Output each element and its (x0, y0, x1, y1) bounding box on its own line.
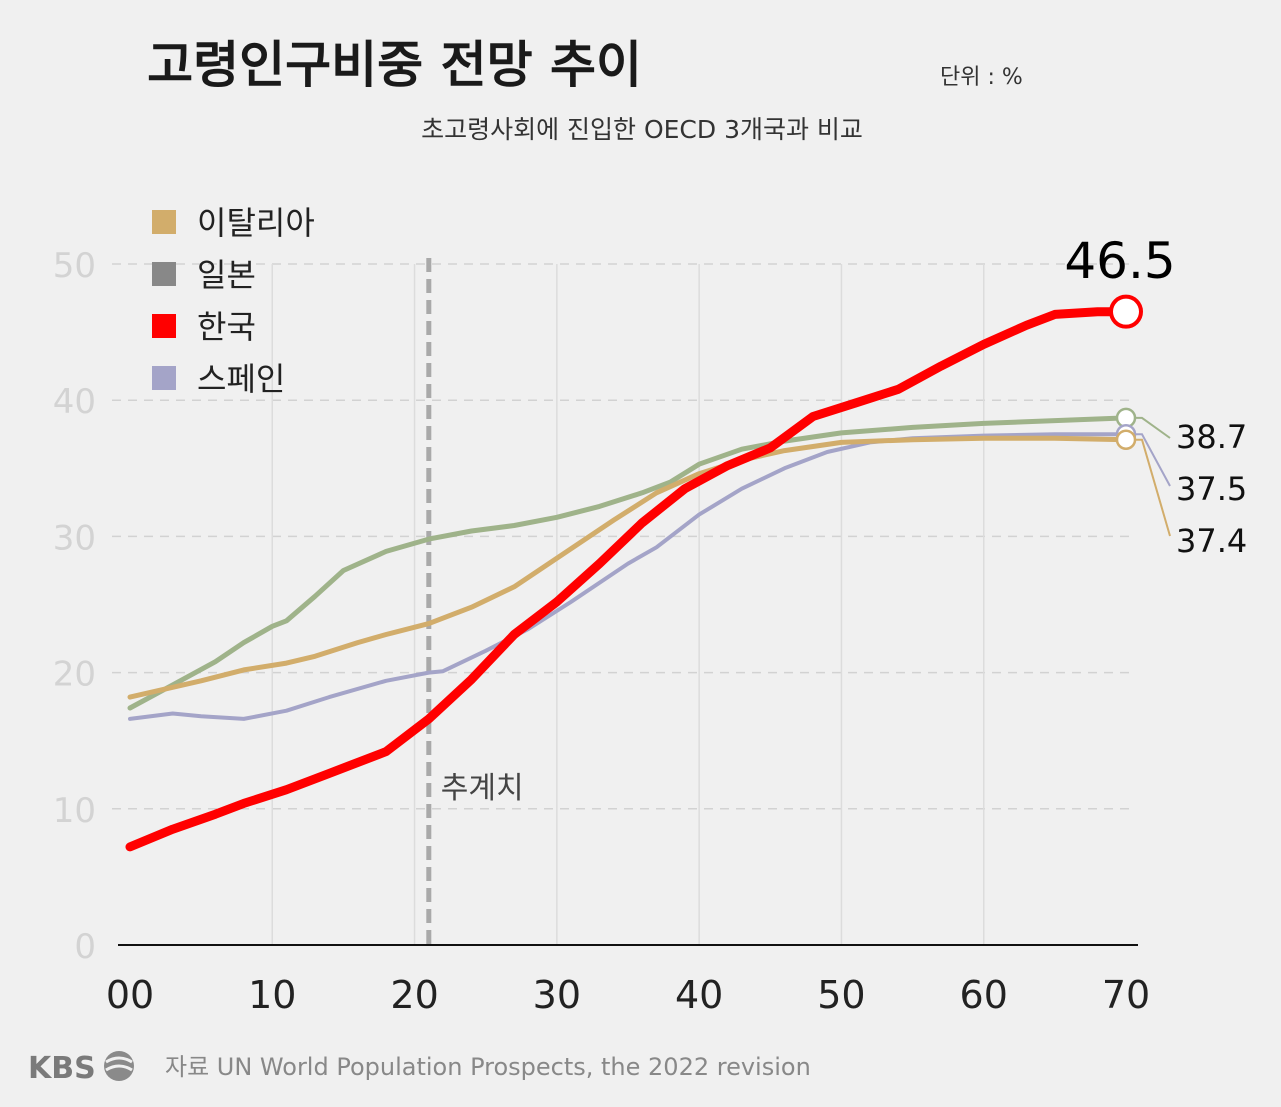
legend-swatch-spain (152, 366, 176, 390)
series-line-korea (125, 307, 1131, 852)
legend-swatch-korea (152, 314, 176, 338)
estimate-label: 추계치 (441, 771, 524, 806)
grid-lines (112, 263, 1134, 945)
chart-subtitle: 초고령사회에 진입한 OECD 3개국과 비교 (421, 115, 863, 144)
chart-title: 고령인구비중 전망 추이 (147, 36, 642, 94)
x-tick-label: 60 (960, 973, 1008, 1017)
y-tick-label: 10 (53, 791, 96, 831)
source-text: 자료 UN World Population Prospects, the 20… (165, 1053, 811, 1081)
end-value-spain: 37.5 (1176, 470, 1247, 508)
y-axis-ticks: 0 10 20 30 40 50 (53, 246, 96, 967)
x-tick-label: 00 (106, 973, 154, 1017)
x-tick-label: 30 (533, 973, 581, 1017)
end-labels: 38.7 37.5 37.4 46.5 (1064, 232, 1247, 560)
x-axis-ticks: 00 10 20 30 40 50 60 70 (106, 973, 1150, 1017)
y-tick-label: 0 (74, 927, 96, 967)
series-end-marker-italy (1115, 429, 1137, 450)
x-tick-label: 70 (1102, 973, 1150, 1017)
series-line-japan (127, 415, 1129, 711)
unit-label: 단위 : % (940, 65, 1023, 90)
kbs-logo-text: KBS (28, 1051, 96, 1086)
y-tick-label: 50 (53, 246, 96, 286)
series-end-marker-korea (1109, 294, 1143, 329)
legend-label-italy: 이탈리아 (197, 204, 315, 242)
end-value-japan: 38.7 (1176, 418, 1247, 456)
legend-swatch-italy (152, 210, 176, 234)
end-value-italy: 37.4 (1176, 522, 1247, 560)
series-group (125, 294, 1143, 852)
kbs-logo-icon (104, 1051, 134, 1081)
leader-line-spain (1136, 433, 1171, 487)
leader-line-japan (1136, 416, 1171, 439)
y-tick-label: 30 (53, 518, 96, 558)
series-line-italy (127, 435, 1129, 700)
x-tick-label: 20 (390, 973, 438, 1017)
x-tick-label: 50 (817, 973, 865, 1017)
legend-swatch-japan (152, 262, 176, 286)
legend-label-japan: 일본 (197, 256, 256, 294)
x-tick-label: 40 (675, 973, 723, 1017)
legend-label-korea: 한국 (197, 308, 256, 346)
y-tick-label: 40 (53, 382, 96, 422)
y-tick-label: 20 (53, 655, 96, 695)
series-line-spain (128, 432, 1128, 721)
end-value-korea: 46.5 (1064, 232, 1175, 290)
x-tick-label: 10 (248, 973, 296, 1017)
legend: 이탈리아 일본 한국 스페인 (152, 204, 315, 398)
leader-line-italy (1136, 438, 1171, 537)
legend-label-spain: 스페인 (197, 360, 285, 398)
